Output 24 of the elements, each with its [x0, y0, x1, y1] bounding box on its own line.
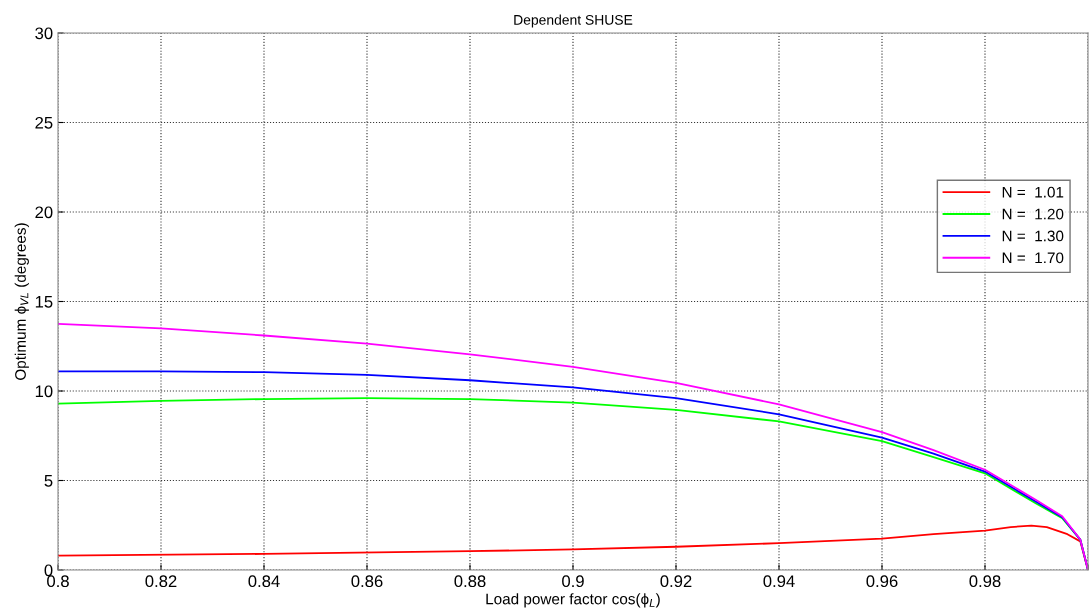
legend-label: N = 1.30	[1002, 230, 1064, 242]
y-tick-label: 30	[35, 27, 53, 40]
y-tick-label: 15	[35, 296, 53, 308]
y-tick-label: 20	[35, 206, 53, 219]
legend-label: N = 1.70	[1002, 252, 1064, 264]
x-tick-label: 0.9	[562, 575, 584, 588]
x-tick-label: 0.8	[47, 575, 69, 588]
legend-label: N = 1.01	[1002, 186, 1064, 198]
x-tick-label: 0.94	[763, 575, 795, 588]
x-tick-label: 0.92	[660, 575, 692, 588]
y-tick-label: 10	[35, 385, 53, 398]
y-tick-label: 25	[35, 116, 53, 129]
x-tick-label: 0.98	[969, 575, 1001, 588]
x-tick-label: 0.82	[145, 575, 177, 588]
x-tick-label: 0.88	[454, 575, 486, 588]
x-tick-label: 0.86	[351, 575, 383, 588]
chart-title: Dependent SHUSE	[514, 14, 633, 28]
y-tick-label: 5	[44, 475, 53, 487]
legend-label: N = 1.20	[1002, 208, 1064, 220]
y-tick-label: 0	[44, 564, 53, 577]
x-tick-label: 0.84	[248, 575, 280, 588]
y-axis-title: Optimum ϕ$_{VL}$ (degrees)	[14, 223, 29, 380]
x-tick-label: 0.96	[866, 575, 898, 588]
x-axis-title: Load power factor cos(ϕ$_{L}$)	[486, 593, 660, 608]
